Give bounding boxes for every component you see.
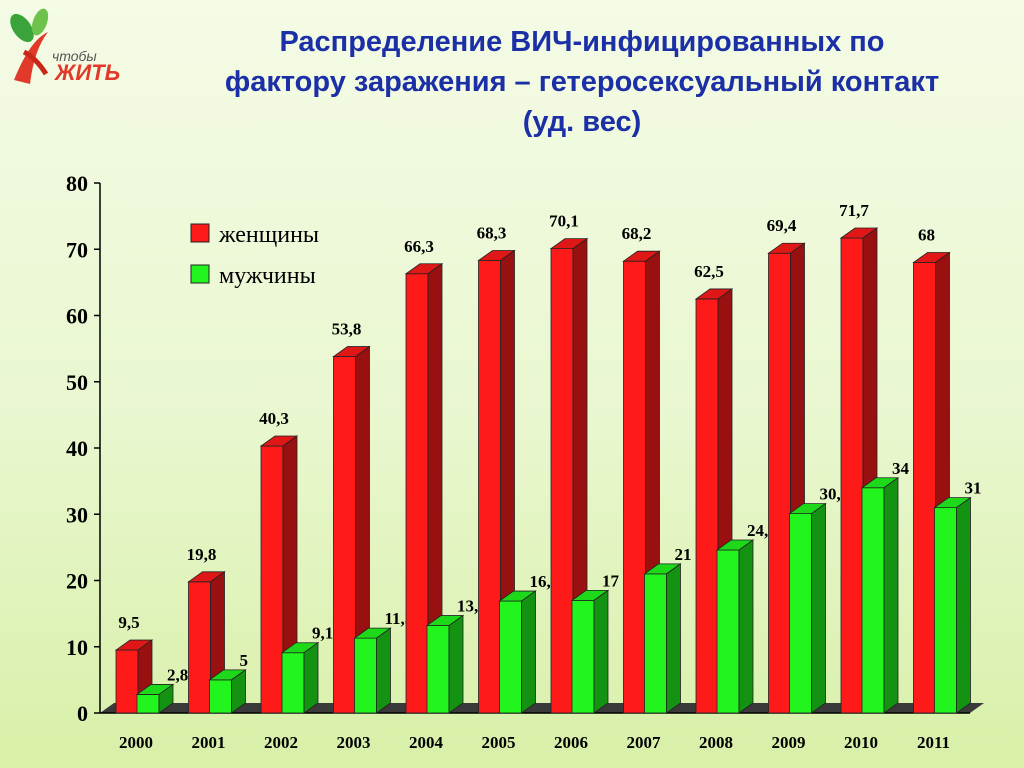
x-tick-label: 2008 [699,733,733,752]
data-label-men: 17 [602,571,620,590]
title-line: (уд. вес) [522,106,642,138]
chart-floor [100,703,984,713]
bar-men-side [376,627,391,714]
legend-swatch-women [190,223,210,243]
data-label-women: 68,2 [622,224,652,243]
y-tick-label: 80 [66,171,88,196]
data-label-men: 5 [240,651,249,670]
x-tick-label: 2000 [119,733,153,752]
bar-men [716,549,740,714]
data-label-women: 68 [918,226,935,245]
y-tick-label: 70 [66,237,88,262]
bar-women [478,260,501,714]
bar-men-side [666,563,681,714]
legend-label-women: женщины [218,222,319,248]
bar-men-side [448,614,464,714]
bar-women [623,260,646,714]
bar-men [861,487,885,714]
bar-men [644,573,667,714]
bar-women [913,262,936,714]
data-label-men: 31 [965,479,982,498]
y-tick-label: 50 [66,370,88,395]
bar-women [840,237,864,714]
logo: чтобы ЖИТЬ [0,0,150,100]
x-tick-label: 2004 [409,733,444,752]
data-label-women: 66,3 [404,237,434,256]
x-tick-label: 2003 [337,733,371,752]
logo-small-text: чтобы [52,48,97,64]
x-tick-label: 2001 [192,733,226,752]
bar-men-side [811,502,826,714]
data-label-men: 9,1 [312,624,333,643]
bar-men [136,694,160,714]
bar-men-side [303,641,319,714]
data-label-women: 70,1 [549,212,579,231]
data-label-women: 68,3 [477,224,507,243]
logo-main-text: ЖИТЬ [55,60,121,85]
y-tick-label: 30 [66,502,88,527]
y-tick-label: 40 [66,436,88,461]
data-label-women: 69,4 [767,216,797,235]
bar-women [188,581,211,714]
legend-label-men: мужчины [219,263,316,289]
bar-men [934,507,957,714]
data-label-women: 40,3 [259,409,289,428]
bar-men-side [593,589,609,714]
bar-women [115,649,139,714]
y-tick-label: 10 [66,635,88,660]
title-line: Распределение ВИЧ-инфицированных по [279,26,885,58]
x-tick-label: 2009 [772,733,806,752]
data-label-men: 21 [675,545,692,564]
bar-men [426,625,450,714]
title-line: фактору заражения – гетеросексуальный ко… [224,66,940,98]
x-tick-label: 2010 [844,733,878,752]
data-label-women: 9,5 [118,613,139,632]
y-tick-label: 0 [77,701,88,726]
bar-women [260,445,284,714]
page-title: Распределение ВИЧ-инфицированных по факт… [150,22,1014,142]
data-label-women: 53,8 [332,320,362,339]
bar-men-side [956,496,971,714]
data-label-women: 71,7 [839,201,869,220]
y-tick-label: 20 [66,569,88,594]
x-tick-label: 2007 [627,733,662,752]
bar-men [354,637,377,714]
x-tick-label: 2006 [554,733,588,752]
bar-women [695,298,719,714]
bar-men [281,652,305,714]
logo-graphic [10,8,49,84]
x-tick-label: 2002 [264,733,298,752]
data-label-men: 34 [892,459,910,478]
bar-men-side [738,539,754,714]
bar-women [768,252,791,714]
bar-men [209,679,232,714]
legend-swatch-men [190,264,210,284]
bar-men [789,513,812,714]
data-label-women: 62,5 [694,262,724,281]
bar-men-side [158,683,174,714]
y-tick-label: 60 [66,304,88,329]
bar-men-side [231,669,246,714]
bar-men-side [883,476,899,714]
x-tick-label: 2011 [917,733,950,752]
bar-men [499,600,522,714]
bar-women [405,273,429,714]
bar-men [571,599,595,714]
bar-men-side [521,590,536,714]
bar-women [333,356,356,714]
data-label-men: 2,8 [167,665,188,684]
bar-women [550,248,574,714]
x-tick-label: 2005 [482,733,516,752]
data-label-women: 19,8 [187,545,217,564]
